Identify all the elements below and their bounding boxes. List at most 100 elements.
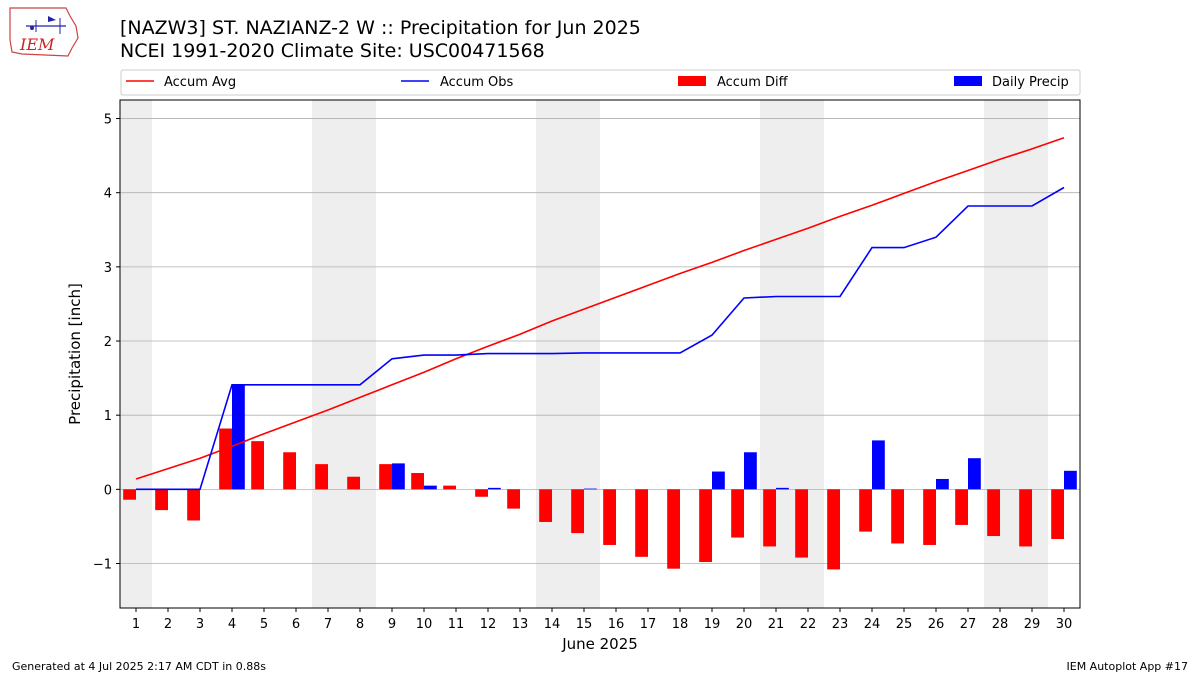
accum-diff-bar	[955, 489, 968, 525]
x-tick-label: 18	[672, 617, 689, 632]
accum-diff-bar	[347, 476, 360, 490]
daily-precip-bar	[424, 485, 437, 490]
x-tick-label: 10	[416, 617, 433, 632]
accum-diff-bar	[859, 489, 872, 532]
accum-diff-bar	[763, 489, 776, 547]
x-tick-label: 20	[736, 617, 753, 632]
accum-diff-bar	[699, 489, 712, 563]
accum-diff-bar	[155, 489, 168, 511]
x-tick-label: 16	[608, 617, 625, 632]
x-tick-label: 1	[132, 617, 140, 632]
chart-title: [NAZW3] ST. NAZIANZ-2 W :: Precipitation…	[120, 17, 641, 39]
x-tick-label: 15	[576, 617, 593, 632]
accum-diff-bar	[891, 489, 904, 544]
x-tick-label: 30	[1056, 617, 1073, 632]
iem-logo: IEM	[6, 4, 82, 60]
legend-label-accum-diff: Accum Diff	[717, 75, 789, 90]
daily-precip-bar	[584, 488, 597, 490]
daily-precip-bar	[1064, 470, 1077, 490]
daily-precip-bar	[776, 487, 789, 490]
x-tick-label: 9	[388, 617, 396, 632]
x-tick-label: 2	[164, 617, 172, 632]
x-tick-label: 23	[832, 617, 849, 632]
weekend-band	[312, 100, 344, 608]
x-tick-label: 13	[512, 617, 529, 632]
legend: Accum Avg Accum Obs Accum Diff Daily Pre…	[120, 69, 1081, 96]
iowa-map-logo-icon: IEM	[9, 7, 79, 57]
grid-lines	[120, 118, 1080, 564]
x-tick-label: 8	[356, 617, 364, 632]
accum-diff-bar	[123, 489, 136, 500]
y-tick-label: 4	[104, 187, 112, 202]
x-tick-label: 27	[960, 617, 977, 632]
legend-swatch-daily-precip	[954, 76, 982, 86]
x-tick-label: 3	[196, 617, 204, 632]
generated-timestamp: Generated at 4 Jul 2025 2:17 AM CDT in 0…	[12, 660, 266, 673]
daily-precip-bar	[936, 478, 949, 490]
bars	[123, 384, 1077, 570]
accum-avg-line	[135, 137, 1065, 480]
legend-label-accum-avg: Accum Avg	[164, 75, 236, 90]
y-tick-label: −1	[93, 558, 112, 573]
daily-precip-bar	[392, 463, 405, 490]
lines	[135, 137, 1065, 491]
accum-diff-bar	[251, 441, 264, 490]
accum-diff-bar	[539, 489, 552, 522]
y-tick-label: 5	[104, 113, 112, 128]
accum-diff-bar	[603, 489, 616, 545]
x-tick-label: 4	[228, 617, 236, 632]
y-axis-label: Precipitation [inch]	[66, 283, 84, 425]
app-credit: IEM Autoplot App #17	[1066, 660, 1189, 673]
legend-item-daily-precip: Daily Precip	[954, 75, 1069, 90]
accum-diff-bar	[571, 489, 584, 534]
weekend-band	[120, 100, 152, 608]
accum-diff-bar	[379, 464, 392, 490]
accum-diff-bar	[475, 489, 488, 497]
daily-precip-bar	[744, 452, 757, 490]
svg-text:IEM: IEM	[19, 35, 55, 54]
daily-precip-bar	[872, 440, 885, 490]
x-tick-label: 19	[704, 617, 721, 632]
accum-diff-bar	[315, 464, 328, 490]
y-tick-label: 1	[104, 409, 112, 424]
x-tick-label: 22	[800, 617, 817, 632]
x-tick-label: 11	[448, 617, 465, 632]
accum-diff-bar	[731, 489, 744, 538]
accum-diff-bar	[187, 489, 200, 521]
plot-frame	[119, 99, 1081, 609]
accum-diff-bar	[1051, 489, 1064, 540]
accum-diff-bar	[923, 489, 936, 545]
accum-diff-bar	[507, 489, 520, 509]
legend-box	[120, 69, 1081, 96]
y-tick-label: 2	[104, 335, 112, 350]
x-tick-label: 26	[928, 617, 945, 632]
daily-precip-bar	[232, 384, 245, 490]
legend-item-accum-obs: Accum Obs	[401, 75, 513, 90]
x-tick-label: 28	[992, 617, 1009, 632]
accum-diff-bar	[443, 485, 456, 490]
weekend-band	[344, 100, 376, 608]
chart-subtitle: NCEI 1991-2020 Climate Site: USC00471568	[120, 40, 545, 62]
accum-diff-bar	[667, 489, 680, 569]
legend-item-accum-diff: Accum Diff	[678, 75, 789, 90]
legend-label-accum-obs: Accum Obs	[440, 75, 513, 90]
accum-obs-line	[136, 186, 1065, 491]
x-tick-label: 7	[324, 617, 332, 632]
x-tick-label: 24	[864, 617, 881, 632]
x-axis-label: June 2025	[561, 635, 638, 653]
y-tick-label: 0	[104, 483, 112, 498]
x-tick-label: 25	[896, 617, 913, 632]
accum-diff-bar	[283, 452, 296, 490]
y-tick-label: 3	[104, 261, 112, 276]
accum-diff-bar	[219, 428, 232, 490]
legend-swatch-accum-diff	[678, 76, 706, 86]
x-tick-label: 21	[768, 617, 785, 632]
accum-diff-bar	[1019, 489, 1032, 547]
x-tick-label: 12	[480, 617, 497, 632]
daily-precip-bar	[712, 471, 725, 490]
x-tick-label: 14	[544, 617, 561, 632]
x-tick-label: 17	[640, 617, 657, 632]
legend-item-accum-avg: Accum Avg	[126, 75, 236, 90]
